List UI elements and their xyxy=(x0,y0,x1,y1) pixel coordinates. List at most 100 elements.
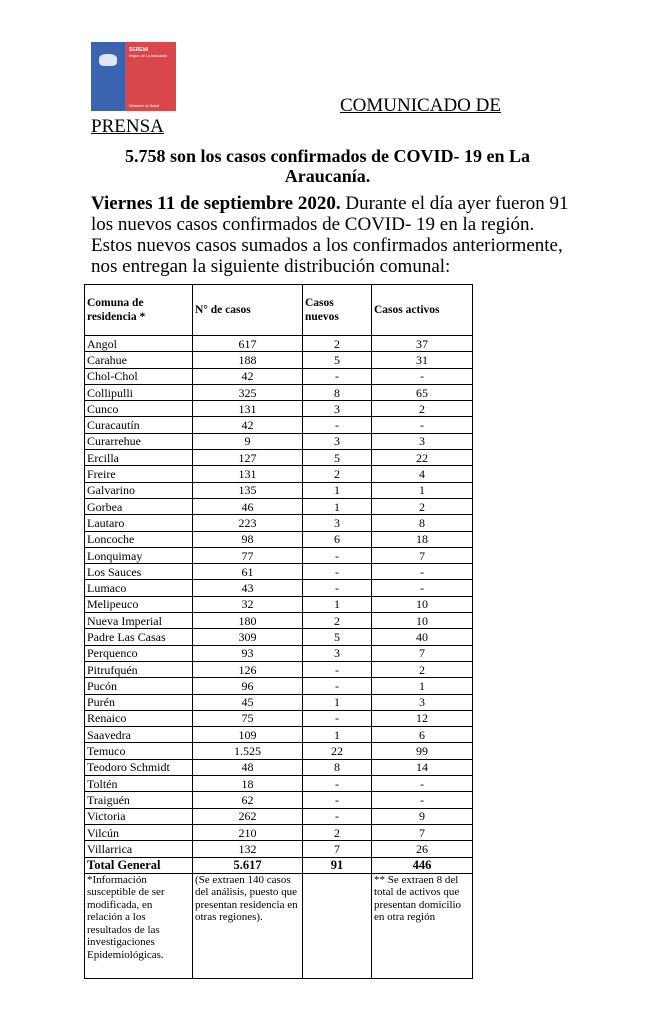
table-cell: Villarrica xyxy=(84,840,193,858)
table-cell: Curacautín xyxy=(84,416,193,434)
table-cell: 5.617 xyxy=(192,856,303,874)
table-cell: 7 xyxy=(302,840,372,858)
table-header: Comuna de residencia * N° de casos Casos n… xyxy=(84,284,473,336)
date: Viernes 11 de septiembre 2020. xyxy=(91,193,341,214)
table-cell: 12 xyxy=(371,709,473,728)
table-cell: 96 xyxy=(192,677,303,695)
table-cell: 40 xyxy=(371,628,473,646)
table-cell: - xyxy=(302,709,372,728)
table-cell: - xyxy=(371,775,473,793)
table-cell: Galvarino xyxy=(84,481,193,499)
table-row: Nueva Imperial 180 2 10 xyxy=(84,612,473,630)
table-cell: 45 xyxy=(192,693,303,711)
table-cell: 43 xyxy=(192,579,303,597)
table-cell: Curarrehue xyxy=(84,432,193,451)
table-cell: 77 xyxy=(192,546,303,565)
table-cell: 3 xyxy=(302,400,372,418)
logo-region: Región de La Araucanía xyxy=(129,54,167,58)
table-cell: 4 xyxy=(371,465,473,483)
table-cell: - xyxy=(302,791,372,809)
table-cell: 325 xyxy=(192,383,303,402)
table-row: Padre Las Casas 309 5 40 xyxy=(84,628,473,646)
table-cell: 3 xyxy=(371,432,473,451)
table-cell: Ercilla xyxy=(84,449,193,467)
table-cell: - xyxy=(302,677,372,695)
table-cell: - xyxy=(302,546,372,565)
table-cell: Melipeuco xyxy=(84,595,193,614)
table-cell: 262 xyxy=(192,807,303,825)
table-cell: 5 xyxy=(302,628,372,646)
table-row: Pitrufquén 126-2 xyxy=(84,660,473,679)
table-cell xyxy=(302,872,372,979)
table-cell: 75 xyxy=(192,709,303,728)
table-cell: 126 xyxy=(192,660,303,679)
table-cell: 18 xyxy=(371,530,473,548)
table-cell: 3 xyxy=(371,693,473,711)
table-cell: 2 xyxy=(302,465,372,483)
table-cell: Renaico xyxy=(84,709,193,728)
table-cell: 32 xyxy=(192,595,303,614)
table-cell: 42 xyxy=(192,367,303,385)
table-cell: Carahue xyxy=(84,351,193,369)
table-cell: 109 xyxy=(192,726,303,744)
table-cell: 446 xyxy=(371,856,473,874)
table-cell: Nueva Imperial xyxy=(84,612,193,630)
header-line2: PRENSA xyxy=(91,116,164,137)
table-cell: 127 xyxy=(192,449,303,467)
table-row: Perquenco 93 3 7 xyxy=(84,644,473,662)
table-cell: 46 xyxy=(192,497,303,516)
table-cell: Casos activos xyxy=(371,284,473,336)
table-cell: - xyxy=(371,416,473,434)
table-cell: Teodoro Schmidt xyxy=(84,758,193,777)
table-cell: 223 xyxy=(192,514,303,532)
table-cell: - xyxy=(302,660,372,679)
table-cell: Chol-Chol xyxy=(84,367,193,385)
table-cell: Total General xyxy=(84,856,193,874)
table-cell: 26 xyxy=(371,840,473,858)
table-cell: 8 xyxy=(302,758,372,777)
logo-ministry: Ministerio de Salud xyxy=(129,104,159,108)
table-cell: (Se extraen 140 casos del análisis, pues… xyxy=(192,872,303,979)
table-cell: 135 xyxy=(192,481,303,499)
logo-name: SEREMI xyxy=(129,47,149,53)
cases-table: Comuna de residencia * N° de casos Casos n… xyxy=(84,284,473,979)
table-row: Lonquimay 77-7 xyxy=(84,546,473,565)
table-row: Galvarino 135 1 1 xyxy=(84,481,473,499)
table-cell: 2 xyxy=(371,400,473,418)
table-cell: Casos nuevos xyxy=(302,284,372,336)
table-row: Teodoro Schmidt 48 8 14 xyxy=(84,758,473,777)
table-cell: - xyxy=(371,579,473,597)
table-cell: 2 xyxy=(371,497,473,516)
table-cell: 1 xyxy=(302,595,372,614)
table-row: Chol-Chol 42- - xyxy=(84,367,473,385)
table-cell: Los Sauces xyxy=(84,563,193,581)
table-cell: Comuna de residencia * xyxy=(84,284,193,336)
table-cell: 3 xyxy=(302,644,372,662)
table-cell: 31 xyxy=(371,351,473,369)
table-cell: - xyxy=(302,807,372,825)
table-cell: 5 xyxy=(302,351,372,369)
table-cell: - xyxy=(302,775,372,793)
table-cell: 1 xyxy=(371,481,473,499)
table-cell: 37 xyxy=(371,334,473,353)
table-row: Renaico 75-12 xyxy=(84,709,473,728)
table-cell: 131 xyxy=(192,400,303,418)
table-cell: Temuco xyxy=(84,742,193,760)
table-cell: 6 xyxy=(302,530,372,548)
table-cell: Pitrufquén xyxy=(84,660,193,679)
table-cell: 98 xyxy=(192,530,303,548)
table-row: Cunco 131 3 2 xyxy=(84,400,473,418)
table-cell: 3 xyxy=(302,432,372,451)
table-cell: - xyxy=(371,563,473,581)
table-cell: 1 xyxy=(302,481,372,499)
table-cell: 14 xyxy=(371,758,473,777)
table-cell: 180 xyxy=(192,612,303,630)
table-row: Freire 131 2 4 xyxy=(84,465,473,483)
table-cell: 210 xyxy=(192,823,303,842)
table-cell: 91 xyxy=(302,856,372,874)
table-cell: 188 xyxy=(192,351,303,369)
table-total-row: Total General 5.617 91 446 xyxy=(84,856,473,874)
table-row: Pucón 96-1 xyxy=(84,677,473,695)
table-row: Collipulli 325 8 65 xyxy=(84,383,473,402)
